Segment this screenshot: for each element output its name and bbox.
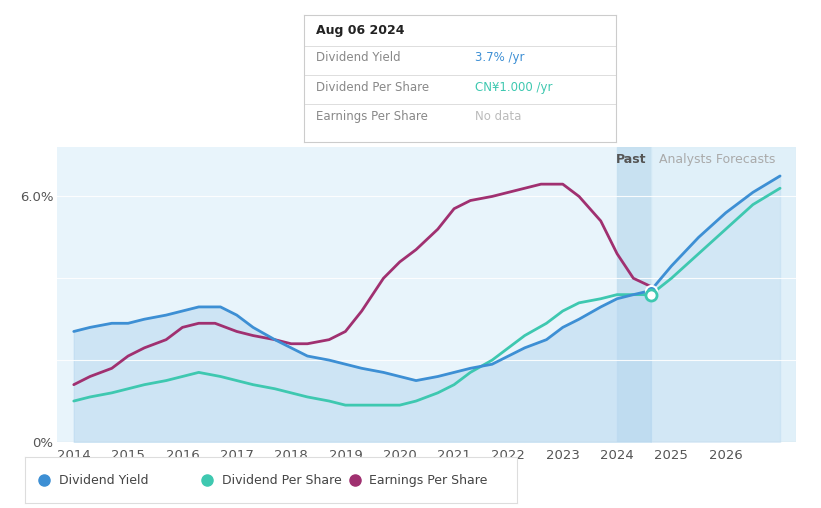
Bar (617, 147, 651, 442)
Text: Dividend Yield: Dividend Yield (316, 51, 401, 64)
Text: Analysts Forecasts: Analysts Forecasts (659, 153, 775, 166)
Bar (651, 147, 796, 442)
Text: Earnings Per Share: Earnings Per Share (369, 473, 488, 487)
Text: Dividend Yield: Dividend Yield (59, 473, 149, 487)
Text: 3.7% /yr: 3.7% /yr (475, 51, 525, 64)
Text: No data: No data (475, 111, 521, 123)
Text: Aug 06 2024: Aug 06 2024 (316, 24, 405, 37)
Text: Earnings Per Share: Earnings Per Share (316, 111, 428, 123)
Text: Dividend Per Share: Dividend Per Share (316, 81, 429, 94)
Text: Dividend Per Share: Dividend Per Share (222, 473, 342, 487)
Text: Past: Past (616, 153, 646, 166)
Text: CN¥1.000 /yr: CN¥1.000 /yr (475, 81, 553, 94)
